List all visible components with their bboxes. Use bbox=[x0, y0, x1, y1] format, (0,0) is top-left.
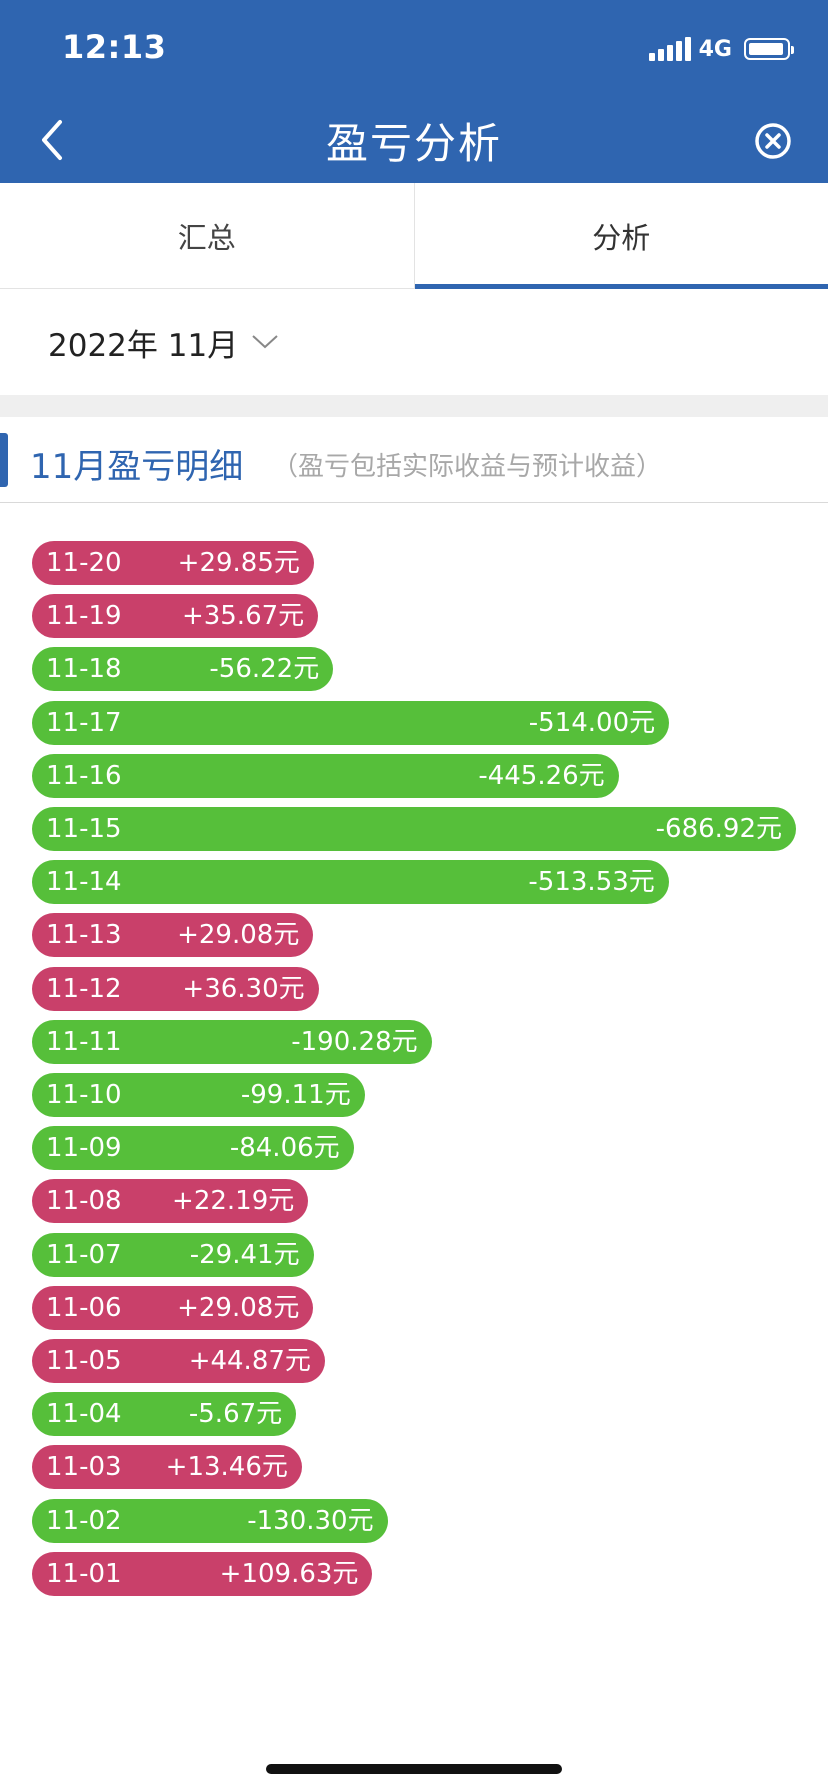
pnl-bar[interactable]: 11-14 -513.53元 bbox=[32, 860, 669, 905]
pnl-bar-value: -84.06元 bbox=[229, 1133, 340, 1164]
pnl-bar[interactable]: 11-11 -190.28元 bbox=[32, 1019, 432, 1064]
tab-bar: 汇总 分析 bbox=[0, 183, 828, 289]
pnl-bar-date: 11-01 bbox=[46, 1558, 122, 1589]
pnl-bar-value: -513.53元 bbox=[528, 867, 655, 898]
battery-icon bbox=[744, 38, 794, 60]
pnl-bar[interactable]: 11-03 +13.46元 bbox=[32, 1445, 302, 1490]
pnl-bar-value: -56.22元 bbox=[209, 654, 320, 685]
pnl-bar-value: +36.30元 bbox=[182, 973, 305, 1004]
pnl-bar[interactable]: 11-10 -99.11元 bbox=[32, 1073, 365, 1117]
pnl-bar-date: 11-18 bbox=[46, 654, 122, 685]
pnl-bar-date: 11-12 bbox=[46, 973, 122, 1004]
pnl-bar-value: -686.92元 bbox=[655, 814, 782, 844]
pnl-bar-date: 11-04 bbox=[46, 1399, 122, 1430]
pnl-bar-date: 11-16 bbox=[46, 760, 122, 791]
pnl-bar[interactable]: 11-18 -56.22元 bbox=[32, 647, 334, 692]
pnl-bar[interactable]: 11-15 -686.92元 bbox=[32, 807, 796, 851]
pnl-bar-value: -514.00元 bbox=[528, 707, 656, 738]
pnl-bar-date: 11-07 bbox=[46, 1239, 122, 1270]
pnl-bar-date: 11-02 bbox=[46, 1505, 122, 1536]
pnl-bar-value: -130.30元 bbox=[247, 1505, 374, 1536]
close-button[interactable] bbox=[748, 116, 798, 166]
section-divider bbox=[0, 395, 828, 417]
pnl-bar[interactable]: 11-01 +109.63元 bbox=[32, 1551, 373, 1596]
pnl-bar[interactable]: 11-16 -445.26元 bbox=[32, 753, 619, 798]
pnl-bar[interactable]: 11-13 +29.08元 bbox=[32, 913, 314, 958]
pnl-bar-value: +35.67元 bbox=[181, 601, 305, 632]
pnl-bar-value: -445.26元 bbox=[478, 760, 605, 791]
app-header: 12:13 4G 盈亏分析 bbox=[0, 0, 828, 183]
close-circle-icon bbox=[755, 123, 791, 159]
pnl-bar[interactable]: 11-06 +29.08元 bbox=[32, 1285, 314, 1330]
pnl-bar-value: +29.08元 bbox=[177, 920, 300, 951]
pnl-bar-date: 11-15 bbox=[46, 814, 122, 844]
chevron-down-icon bbox=[252, 335, 278, 349]
pnl-bar-value: +29.08元 bbox=[177, 1292, 300, 1323]
pnl-bar-date: 11-14 bbox=[46, 867, 122, 898]
tab-analysis[interactable]: 分析 bbox=[414, 183, 828, 289]
pnl-bar-date: 11-06 bbox=[46, 1292, 122, 1323]
pnl-bar-value: -29.41元 bbox=[189, 1239, 300, 1270]
pnl-bar-date: 11-09 bbox=[46, 1133, 122, 1164]
page-title: 盈亏分析 bbox=[325, 119, 502, 168]
pnl-bar-value: +109.63元 bbox=[219, 1558, 359, 1589]
home-indicator bbox=[266, 1764, 562, 1774]
status-indicators: 4G bbox=[648, 34, 794, 64]
pnl-bar[interactable]: 11-02 -130.30元 bbox=[32, 1498, 388, 1543]
pnl-bar[interactable]: 11-17 -514.00元 bbox=[32, 700, 670, 745]
pnl-bar-value: -5.67元 bbox=[188, 1399, 283, 1430]
pnl-bar-value: +44.87元 bbox=[188, 1346, 311, 1376]
status-time: 12:13 bbox=[62, 28, 167, 66]
date-row: 2022年 11月 bbox=[0, 289, 828, 395]
pnl-bar-date: 11-13 bbox=[46, 920, 122, 951]
section-title: 11月盈亏明细 bbox=[30, 447, 244, 487]
pnl-bar-value: +29.85元 bbox=[177, 548, 300, 578]
section-accent-bar bbox=[0, 433, 8, 487]
pnl-bar[interactable]: 11-08 +22.19元 bbox=[32, 1179, 309, 1224]
chevron-left-icon bbox=[42, 120, 62, 160]
pnl-bar-value: +22.19元 bbox=[172, 1186, 295, 1217]
month-selector-value: 2022年 11月 bbox=[48, 327, 239, 364]
network-type: 4G bbox=[698, 36, 732, 62]
pnl-bar-date: 11-19 bbox=[46, 601, 122, 632]
pnl-bar-value: -99.11元 bbox=[240, 1080, 351, 1110]
pnl-bar-date: 11-20 bbox=[46, 548, 122, 578]
pnl-bar[interactable]: 11-09 -84.06元 bbox=[32, 1126, 354, 1171]
pnl-bar-date: 11-17 bbox=[46, 707, 122, 738]
signal-icon bbox=[648, 37, 691, 61]
pnl-bar[interactable]: 11-07 -29.41元 bbox=[32, 1232, 314, 1277]
pnl-bar[interactable]: 11-05 +44.87元 bbox=[32, 1339, 325, 1383]
pnl-bar[interactable]: 11-12 +36.30元 bbox=[32, 966, 319, 1011]
pnl-bar-chart: 11-20 +29.85元 11-19 +35.67元 11-18 -56.22元 11-1… bbox=[0, 503, 828, 1763]
pnl-bar-value: +13.46元 bbox=[165, 1452, 288, 1483]
back-button[interactable] bbox=[28, 108, 84, 172]
pnl-bar[interactable]: 11-19 +35.67元 bbox=[32, 594, 319, 639]
pnl-bar-value: -190.28元 bbox=[291, 1026, 418, 1057]
section-header: 11月盈亏明细 （盈亏包括实际收益与预计收益） bbox=[0, 417, 828, 503]
month-selector[interactable]: 2022年 11月 bbox=[48, 320, 280, 365]
tab-summary[interactable]: 汇总 bbox=[0, 183, 415, 289]
section-note: （盈亏包括实际收益与预计收益） bbox=[272, 452, 663, 482]
pnl-bar-date: 11-03 bbox=[46, 1452, 122, 1483]
pnl-bar-date: 11-11 bbox=[46, 1026, 122, 1057]
pnl-bar[interactable]: 11-04 -5.67元 bbox=[32, 1392, 297, 1437]
pnl-bar[interactable]: 11-20 +29.85元 bbox=[32, 541, 314, 585]
pnl-bar-date: 11-08 bbox=[46, 1186, 122, 1217]
pnl-bar-date: 11-10 bbox=[46, 1080, 122, 1110]
pnl-bar-date: 11-05 bbox=[46, 1346, 122, 1376]
